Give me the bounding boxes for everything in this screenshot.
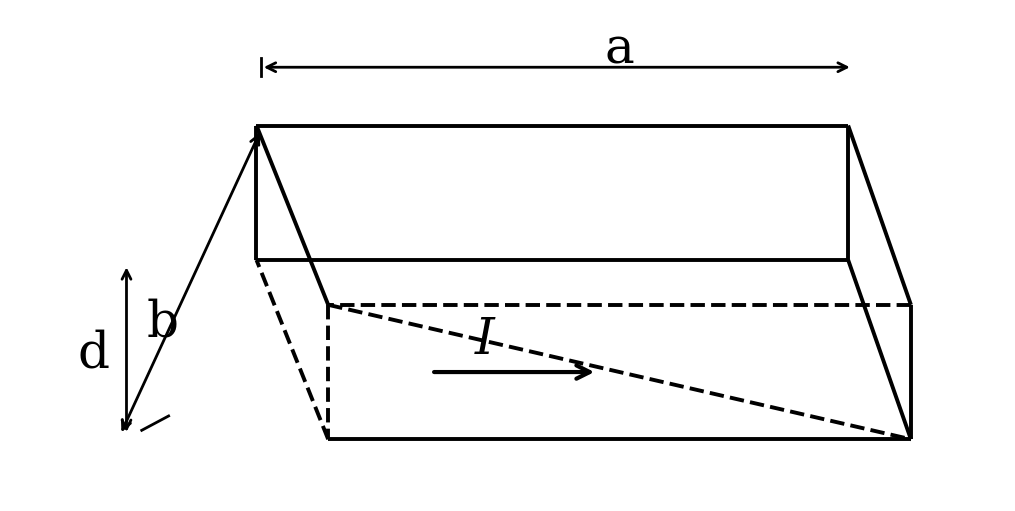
Text: a: a <box>605 25 634 74</box>
Text: d: d <box>77 330 110 379</box>
Text: b: b <box>146 298 179 347</box>
Text: I: I <box>475 316 495 365</box>
